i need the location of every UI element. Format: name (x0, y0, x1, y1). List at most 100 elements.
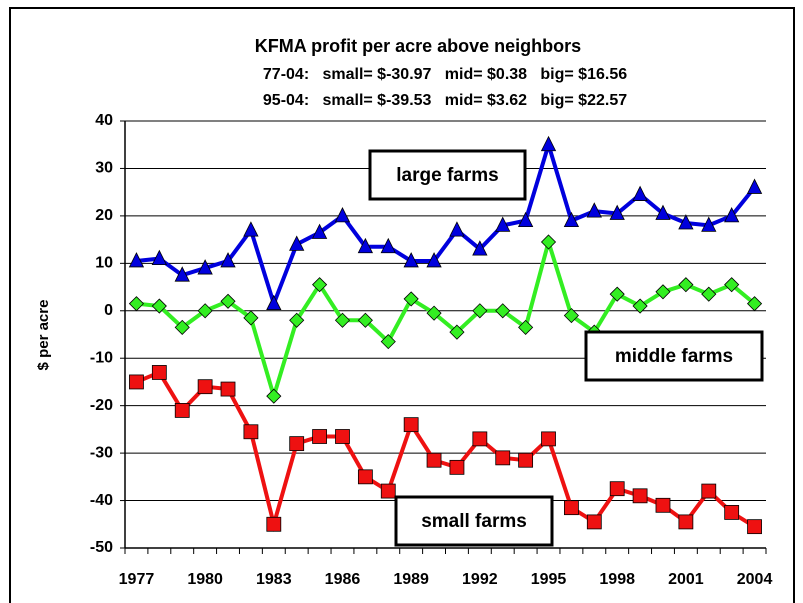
marker (243, 310, 259, 326)
marker (518, 319, 534, 335)
marker (655, 497, 671, 513)
marker (128, 252, 145, 268)
annotation-box (584, 330, 764, 382)
marker (426, 305, 442, 321)
x-tick-label: 1977 (119, 571, 155, 588)
marker (197, 379, 213, 395)
marker (678, 277, 694, 293)
marker (174, 403, 190, 418)
marker (540, 234, 557, 250)
marker (724, 277, 740, 293)
marker (197, 259, 213, 275)
x-tick-label: 1992 (462, 571, 498, 588)
marker (655, 284, 671, 300)
marker (517, 211, 534, 228)
marker (449, 221, 465, 237)
marker (312, 277, 328, 293)
marker (426, 252, 442, 268)
marker (151, 298, 167, 314)
x-tick-label: 2004 (737, 571, 773, 588)
marker (632, 488, 648, 504)
marker (449, 459, 465, 475)
annotation-box (394, 495, 554, 547)
series-line (135, 369, 756, 533)
y-tick-label: 0 (104, 302, 113, 319)
marker (724, 505, 740, 520)
x-tick-label: 2001 (668, 571, 704, 588)
marker (609, 204, 625, 220)
marker (609, 286, 625, 302)
marker (678, 514, 694, 530)
chart-subtitle: 95-04: small= $-39.53 mid= $3.62 big= $2… (263, 92, 627, 109)
annotation-label: large farms (396, 165, 498, 186)
y-tick-label: 10 (95, 255, 113, 272)
marker (426, 452, 442, 468)
marker (151, 249, 167, 265)
marker (220, 252, 236, 268)
y-axis-label: $ per acre (35, 300, 52, 371)
marker (564, 500, 579, 516)
marker (495, 303, 511, 319)
marker (586, 514, 602, 530)
marker (128, 296, 145, 312)
marker (655, 204, 671, 220)
marker (243, 221, 259, 237)
marker (380, 237, 396, 254)
y-tick-label: -40 (90, 492, 113, 509)
y-tick-label: 40 (95, 112, 113, 129)
x-tick-label: 1986 (325, 571, 361, 588)
marker (701, 286, 717, 302)
marker (312, 429, 327, 444)
marker (701, 216, 717, 232)
annotation-box (368, 149, 527, 201)
marker (632, 185, 648, 201)
marker (129, 374, 144, 390)
marker (746, 178, 763, 194)
marker (243, 424, 259, 440)
marker (334, 312, 351, 328)
marker (540, 135, 557, 152)
marker (472, 303, 488, 319)
marker (174, 266, 190, 282)
y-tick-label: -30 (90, 444, 113, 461)
marker (747, 519, 762, 535)
marker (495, 216, 511, 232)
marker (197, 303, 213, 319)
marker (334, 206, 351, 223)
marker (266, 388, 282, 404)
marker (357, 237, 374, 254)
marker (632, 298, 648, 314)
annotation-label: small farms (421, 511, 527, 532)
marker (701, 483, 717, 499)
x-tick-label: 1989 (393, 571, 429, 588)
marker (266, 516, 282, 532)
marker (472, 240, 488, 256)
marker (472, 431, 488, 447)
y-tick-label: -50 (90, 539, 113, 556)
marker (220, 381, 236, 397)
x-tick-label: 1983 (256, 571, 292, 588)
marker (311, 223, 328, 239)
x-tick-label: 1995 (531, 571, 567, 588)
marker (403, 291, 419, 307)
marker (266, 294, 282, 311)
marker (449, 324, 465, 340)
marker (380, 334, 396, 350)
marker (289, 312, 305, 328)
marker (586, 202, 602, 218)
marker (289, 436, 305, 452)
marker (289, 235, 305, 251)
x-tick-label: 1980 (187, 571, 223, 588)
marker (495, 450, 511, 466)
series-line (136, 234, 756, 404)
marker (678, 214, 694, 230)
marker (541, 431, 556, 447)
marker (357, 312, 373, 328)
marker (403, 417, 419, 433)
y-tick-label: -10 (90, 349, 113, 366)
marker (380, 483, 396, 499)
x-tick-label: 1998 (599, 571, 635, 588)
chart-subtitle: 77-04: small= $-30.97 mid= $0.38 big= $1… (263, 66, 627, 83)
y-tick-label: 20 (95, 207, 113, 224)
